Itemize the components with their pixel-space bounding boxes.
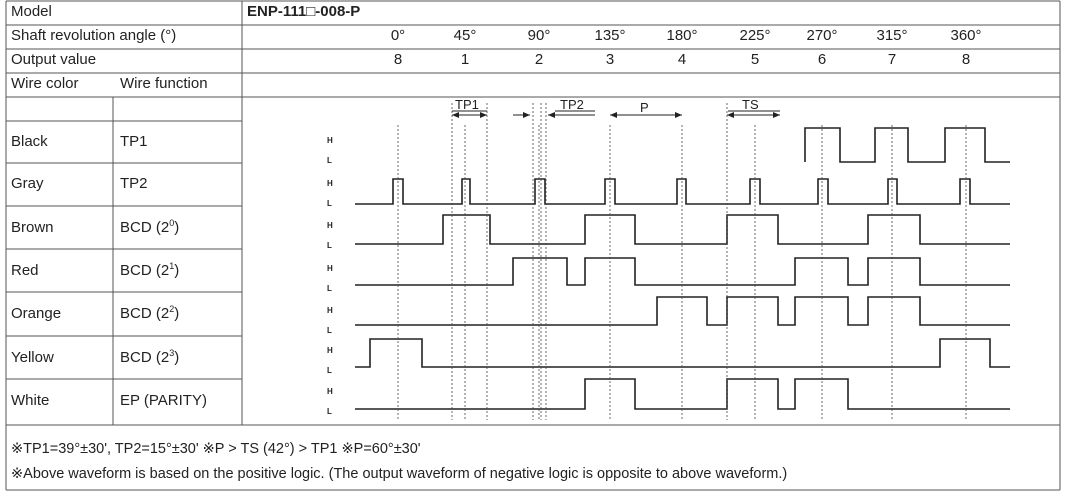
wire-function-exponent: 2 <box>169 304 175 314</box>
wire-function-text: BCD (2 <box>120 219 170 236</box>
wire-function: BCD (20) <box>120 218 179 238</box>
output-value-label: 6 <box>817 51 827 68</box>
model-label: Model <box>11 3 52 20</box>
level-high-label: H <box>327 179 333 188</box>
angle-tick-label: 315° <box>876 27 908 44</box>
wire-function-close: ) <box>174 262 180 279</box>
level-high-label: H <box>327 306 333 315</box>
wire-function-header: Wire function <box>120 75 208 92</box>
angle-tick-label: 180° <box>666 27 698 44</box>
angle-tick-label: 135° <box>594 27 626 44</box>
wire-function: TP2 <box>120 174 148 194</box>
angle-tick-label: 225° <box>739 27 771 44</box>
ts-arrow-arrow-right <box>773 112 780 118</box>
angle-tick-label: 45° <box>453 27 477 44</box>
tp2-arrow-tail-head <box>548 112 555 118</box>
output-value-label: 8 <box>393 51 403 68</box>
level-high-label: H <box>327 346 333 355</box>
wire-function: EP (PARITY) <box>120 391 207 411</box>
wire-function-close: ) <box>174 219 180 236</box>
level-low-label: L <box>327 366 332 375</box>
level-low-label: L <box>327 326 332 335</box>
angle-tick-label: 90° <box>527 27 551 44</box>
note-timing: ※TP1=39°±30', TP2=15°±30' ※P > TS (42°) … <box>11 441 421 457</box>
angle-tick-label: 360° <box>950 27 982 44</box>
waveform-red <box>355 257 1010 286</box>
output-value-label: 4 <box>677 51 687 68</box>
waveform-orange <box>355 296 1010 326</box>
wire-color-red: Red <box>11 262 39 279</box>
p-label: P <box>640 100 649 115</box>
wire-function: TP1 <box>120 132 148 152</box>
tp2-arrow-lead-head <box>523 112 530 118</box>
wire-function-text: TP1 <box>120 133 148 150</box>
angle-guides <box>397 103 967 420</box>
wire-function-close: ) <box>174 305 180 322</box>
output-label: Output value <box>11 51 97 68</box>
wire-color-brown: Brown <box>11 219 54 236</box>
tp1-arrow-arrow-right <box>480 112 487 118</box>
ts-arrow-arrow-left <box>727 112 734 118</box>
wire-function-text: TP2 <box>120 175 148 192</box>
output-value-label: 3 <box>605 51 615 68</box>
note-logic: ※Above waveform is based on the positive… <box>11 466 788 482</box>
wire-color-black: Black <box>11 133 48 150</box>
level-low-label: L <box>327 284 332 293</box>
waveform-black <box>804 127 1010 163</box>
wire-color-header: Wire color <box>11 75 79 92</box>
wire-color-orange: Orange <box>11 305 62 322</box>
level-low-label: L <box>327 407 332 416</box>
output-value-label: 1 <box>460 51 470 68</box>
ts-label: TS <box>742 97 759 112</box>
wire-color-yellow: Yellow <box>11 349 54 366</box>
p-arrow-arrow-left <box>610 112 617 118</box>
wire-function-text: BCD (2 <box>120 349 170 366</box>
wire-function: BCD (21) <box>120 261 179 281</box>
level-high-label: H <box>327 221 333 230</box>
tp1-arrow-arrow-left <box>452 112 459 118</box>
tp2-label: TP2 <box>560 97 584 112</box>
level-high-label: H <box>327 264 333 273</box>
timing-markers <box>452 110 780 118</box>
level-low-label: L <box>327 199 332 208</box>
output-value-label: 7 <box>887 51 897 68</box>
waveform-brown <box>355 214 1010 245</box>
wire-function-exponent: 3 <box>169 348 175 358</box>
wire-function: BCD (22) <box>120 304 179 324</box>
wire-function-close: ) <box>174 349 180 366</box>
level-high-label: H <box>327 387 333 396</box>
tp1-label: TP1 <box>455 97 479 112</box>
wire-function-text: EP (PARITY) <box>120 392 207 409</box>
output-value-label: 5 <box>750 51 760 68</box>
angle-tick-label: 270° <box>806 27 838 44</box>
wire-function: BCD (23) <box>120 348 179 368</box>
table-grid <box>5 0 1061 491</box>
level-low-label: L <box>327 241 332 250</box>
wire-color-white: White <box>11 392 50 409</box>
wire-function-exponent: 0 <box>169 218 175 228</box>
angle-label: Shaft revolution angle (°) <box>11 27 177 44</box>
level-low-label: L <box>327 156 332 165</box>
model-value: ENP-111□-008-P <box>247 3 361 20</box>
wire-function-exponent: 1 <box>169 261 175 271</box>
output-value-label: 2 <box>534 51 544 68</box>
level-high-label: H <box>327 136 333 145</box>
p-arrow-arrow-right <box>675 112 682 118</box>
waveform-yellow <box>355 338 1010 368</box>
output-value-label: 8 <box>961 51 971 68</box>
angle-tick-label: 0° <box>390 27 406 44</box>
wire-function-text: BCD (2 <box>120 262 170 279</box>
wire-function-text: BCD (2 <box>120 305 170 322</box>
waveform-gray <box>355 178 1010 205</box>
wire-color-gray: Gray <box>11 175 44 192</box>
waveforms <box>355 127 1010 410</box>
waveform-white <box>355 378 1010 410</box>
